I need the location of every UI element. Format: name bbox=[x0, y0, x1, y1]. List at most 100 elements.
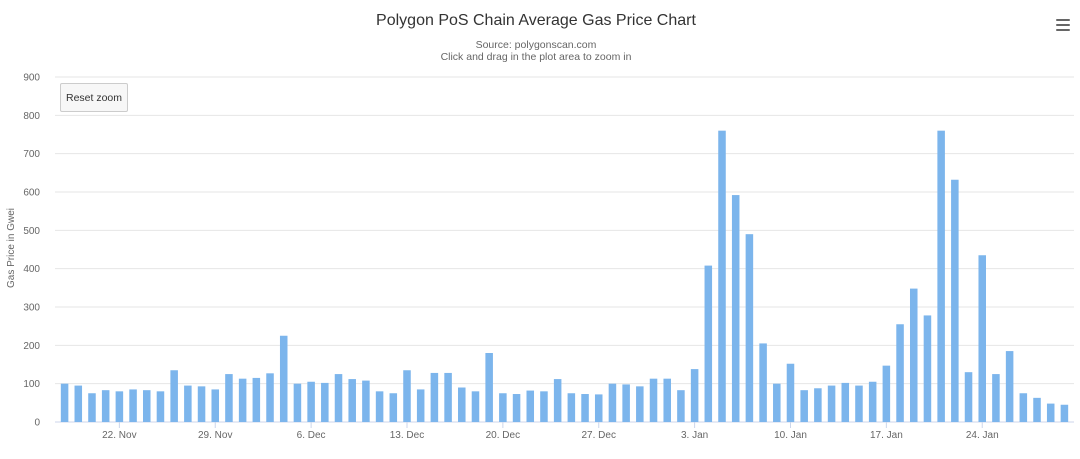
bar[interactable] bbox=[814, 388, 822, 422]
chart-title: Polygon PoS Chain Average Gas Price Char… bbox=[376, 12, 696, 29]
bar[interactable] bbox=[485, 353, 493, 422]
bar[interactable] bbox=[129, 389, 137, 422]
bar[interactable] bbox=[992, 374, 1000, 422]
y-tick-label: 0 bbox=[34, 418, 40, 429]
bar[interactable] bbox=[896, 324, 904, 422]
bar[interactable] bbox=[403, 370, 411, 422]
x-tick-label: 13. Dec bbox=[390, 430, 424, 441]
x-axis-ticks: 22. Nov 29. Nov 6. Dec 13. Dec 20. Dec 27. De… bbox=[102, 422, 999, 441]
bar[interactable] bbox=[622, 384, 630, 422]
y-tick-label: 700 bbox=[23, 149, 40, 160]
bar[interactable] bbox=[197, 386, 206, 422]
x-tick-label: 3. Jan bbox=[681, 430, 708, 441]
bar[interactable] bbox=[101, 390, 110, 422]
bar[interactable] bbox=[348, 379, 356, 422]
bar[interactable] bbox=[773, 383, 781, 422]
bar[interactable] bbox=[1033, 397, 1041, 422]
bar[interactable] bbox=[238, 378, 247, 422]
bar[interactable] bbox=[704, 265, 713, 422]
bar[interactable] bbox=[978, 255, 986, 422]
bar-series bbox=[60, 130, 1069, 423]
bar[interactable] bbox=[389, 393, 398, 422]
bar[interactable] bbox=[74, 385, 83, 422]
x-tick-label: 20. Dec bbox=[486, 430, 520, 441]
bar[interactable] bbox=[252, 377, 261, 422]
bar[interactable] bbox=[512, 394, 521, 422]
reset-zoom-button[interactable]: Reset zoom bbox=[60, 83, 128, 112]
x-tick-label: 10. Jan bbox=[774, 430, 807, 441]
bar[interactable] bbox=[964, 372, 973, 422]
x-tick-label: 24. Jan bbox=[966, 430, 999, 441]
bar[interactable] bbox=[1019, 393, 1028, 422]
x-tick-label: 29. Nov bbox=[198, 430, 232, 441]
bar[interactable] bbox=[608, 383, 617, 422]
bar[interactable] bbox=[526, 390, 535, 422]
bar[interactable] bbox=[567, 393, 576, 422]
bar[interactable] bbox=[649, 378, 658, 422]
bar[interactable] bbox=[690, 369, 699, 422]
bar[interactable] bbox=[143, 390, 151, 422]
bar[interactable] bbox=[88, 393, 96, 422]
bar[interactable] bbox=[279, 335, 288, 422]
bar[interactable] bbox=[868, 381, 877, 422]
y-tick-label: 800 bbox=[23, 111, 40, 122]
bar[interactable] bbox=[786, 363, 795, 422]
y-axis-label: Gas Price in Gwei bbox=[6, 208, 17, 288]
bar[interactable] bbox=[184, 385, 192, 422]
bar[interactable] bbox=[1060, 404, 1069, 422]
bar[interactable] bbox=[211, 389, 220, 422]
bar[interactable] bbox=[1046, 403, 1055, 422]
x-tick-label: 22. Nov bbox=[102, 430, 136, 441]
bar[interactable] bbox=[937, 130, 945, 423]
bar[interactable] bbox=[594, 394, 603, 422]
y-axis-ticks: 0 100 200 300 400 500 600 700 800 900 bbox=[23, 73, 40, 429]
bar[interactable] bbox=[307, 381, 315, 422]
bar[interactable] bbox=[471, 391, 480, 422]
y-tick-label: 100 bbox=[23, 379, 40, 390]
bar[interactable] bbox=[60, 383, 69, 422]
bar[interactable] bbox=[827, 385, 836, 422]
chart-context-menu-button[interactable] bbox=[1052, 16, 1074, 34]
y-tick-label: 600 bbox=[23, 188, 40, 199]
bar[interactable] bbox=[444, 372, 452, 422]
bar[interactable] bbox=[416, 389, 425, 422]
bar[interactable] bbox=[430, 372, 439, 422]
bar[interactable] bbox=[663, 378, 671, 422]
bar[interactable] bbox=[334, 374, 343, 422]
bar[interactable] bbox=[321, 382, 329, 422]
bar[interactable] bbox=[841, 382, 850, 422]
bar[interactable] bbox=[115, 391, 124, 422]
bar[interactable] bbox=[170, 370, 178, 422]
y-gridlines bbox=[55, 76, 1074, 423]
x-tick-label: 17. Jan bbox=[870, 430, 903, 441]
bar[interactable] bbox=[800, 390, 808, 422]
bar[interactable] bbox=[266, 373, 274, 422]
bar[interactable] bbox=[225, 374, 233, 422]
y-tick-label: 400 bbox=[23, 264, 40, 275]
bar[interactable] bbox=[677, 390, 685, 422]
bar[interactable] bbox=[362, 380, 370, 422]
bar[interactable] bbox=[553, 379, 562, 422]
bar[interactable] bbox=[882, 365, 891, 422]
bar[interactable] bbox=[636, 386, 644, 422]
bar[interactable] bbox=[759, 343, 767, 422]
bar[interactable] bbox=[581, 394, 589, 422]
bar[interactable] bbox=[293, 383, 302, 422]
bar[interactable] bbox=[499, 393, 507, 422]
bar[interactable] bbox=[718, 130, 726, 423]
chart-subtitle-hint: Click and drag in the plot area to zoom … bbox=[440, 51, 632, 63]
bar[interactable] bbox=[951, 179, 959, 422]
bar[interactable] bbox=[540, 391, 548, 422]
bar[interactable] bbox=[156, 391, 165, 422]
bar[interactable] bbox=[745, 234, 754, 422]
bar[interactable] bbox=[731, 195, 740, 422]
bar[interactable] bbox=[855, 385, 863, 422]
y-tick-label: 900 bbox=[23, 73, 40, 84]
bar[interactable] bbox=[923, 315, 932, 422]
bar[interactable] bbox=[909, 288, 918, 422]
bar[interactable] bbox=[1005, 351, 1014, 422]
bar[interactable] bbox=[458, 387, 466, 423]
bar[interactable] bbox=[375, 391, 384, 422]
x-tick-label: 6. Dec bbox=[297, 430, 326, 441]
